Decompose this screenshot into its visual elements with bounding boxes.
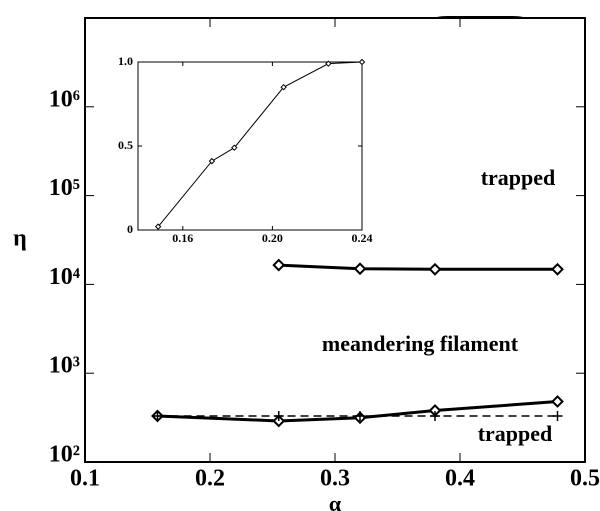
marker (355, 410, 365, 421)
x-tick-label: 0.20 (262, 231, 283, 245)
x-tick-label: 0.2 (195, 466, 225, 492)
x-tick-label: 0.4 (445, 466, 475, 492)
marker (154, 223, 162, 230)
series-line (157, 61, 363, 227)
x-tick-label: 0.24 (352, 231, 373, 245)
y-tick-label: 1.0 (118, 54, 133, 68)
marker (430, 410, 440, 421)
x-tick-label: 0.1 (70, 466, 100, 492)
y-tick-label: 10⁶ (49, 86, 80, 112)
y-axis-label: η (13, 226, 27, 252)
marker (325, 60, 332, 67)
marker (551, 395, 564, 408)
marker (231, 144, 238, 151)
x-tick-label: 0.3 (320, 466, 350, 492)
y-tick-label: 10⁵ (49, 175, 80, 201)
plot-frame (137, 61, 363, 231)
annotation: trapped (478, 421, 553, 446)
marker (358, 58, 366, 66)
y-tick-label: 0.5 (118, 138, 133, 152)
series-line (278, 263, 558, 271)
x-axis-label: α (329, 491, 342, 511)
marker (280, 83, 287, 91)
y-tick-label: 0 (127, 222, 133, 236)
annotation: trapped (481, 165, 556, 190)
marker (552, 410, 563, 421)
y-tick-label: 10⁴ (49, 264, 80, 290)
marker (272, 258, 286, 272)
marker (273, 410, 284, 421)
marker (428, 262, 442, 276)
marker (208, 157, 216, 165)
y-tick-label: 10³ (49, 353, 80, 379)
y-tick-label: 10² (49, 442, 80, 468)
x-tick-label: 0.5 (570, 466, 600, 492)
marker (551, 262, 564, 276)
marker (152, 410, 163, 421)
annotation: meandering filament (322, 331, 519, 356)
marker (353, 262, 367, 276)
x-tick-label: 0.16 (172, 231, 193, 245)
